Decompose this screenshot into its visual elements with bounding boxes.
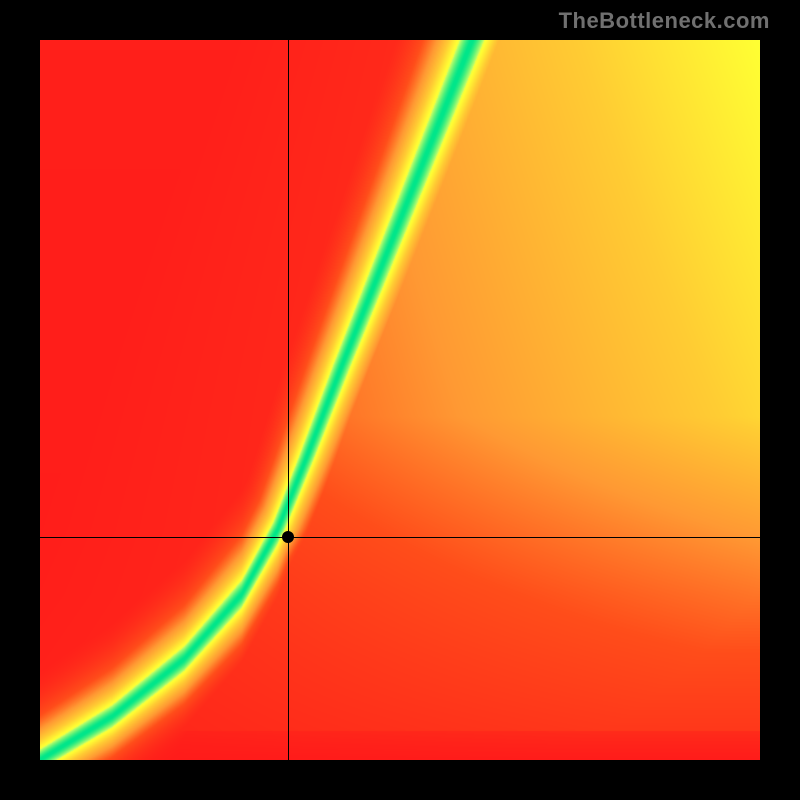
crosshair-marker	[282, 531, 294, 543]
crosshair-vertical	[288, 40, 289, 760]
crosshair-horizontal	[40, 537, 760, 538]
heatmap-plot	[40, 40, 760, 760]
heatmap-canvas	[40, 40, 760, 760]
watermark-text: TheBottleneck.com	[559, 8, 770, 34]
